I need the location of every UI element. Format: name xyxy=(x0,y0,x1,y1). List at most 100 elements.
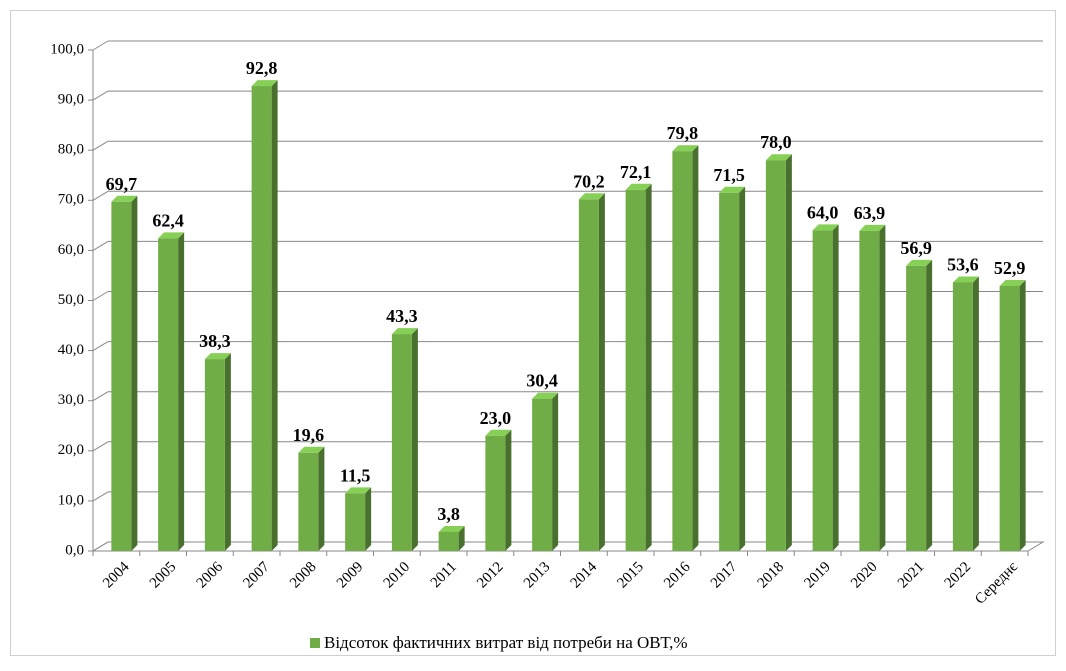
bar-side xyxy=(318,446,325,551)
grid-diagonal xyxy=(92,341,109,352)
bar-top xyxy=(391,328,418,335)
y-tick-label: 70,0 xyxy=(58,192,84,208)
bar-side xyxy=(178,232,185,551)
bar xyxy=(719,186,746,551)
grid-diagonal xyxy=(92,40,109,51)
bar-front xyxy=(485,435,506,551)
value-label: 79,8 xyxy=(667,123,699,143)
bar-front xyxy=(298,452,319,551)
bar xyxy=(812,224,839,552)
bar xyxy=(952,276,979,551)
bar-side xyxy=(1019,279,1026,551)
bar-front xyxy=(625,189,646,552)
bar-top xyxy=(812,224,839,231)
bar-top xyxy=(672,145,699,152)
bar-front xyxy=(391,334,412,551)
bar xyxy=(111,195,138,552)
value-label: 63,9 xyxy=(854,203,886,223)
grid-diagonal xyxy=(92,240,109,251)
y-tick-label: 60,0 xyxy=(58,242,84,258)
value-label: 52,9 xyxy=(994,258,1026,278)
legend-label: Відсоток фактичних витрат від потреби на… xyxy=(324,633,688,652)
bar-top xyxy=(485,429,512,436)
bar-side xyxy=(224,353,231,551)
value-label: 92,8 xyxy=(246,58,278,78)
bar-top xyxy=(952,276,979,283)
bar-top xyxy=(719,186,746,193)
value-label: 38,3 xyxy=(199,331,231,351)
bar-top xyxy=(578,193,605,200)
grid-diagonal xyxy=(92,491,109,502)
bar xyxy=(906,259,933,551)
bar-front xyxy=(251,86,272,552)
bar-top xyxy=(438,525,465,532)
bar-front xyxy=(204,359,225,551)
bar xyxy=(158,232,185,551)
bar-front xyxy=(111,201,132,552)
y-tick-label: 30,0 xyxy=(58,392,84,408)
bar-top xyxy=(298,446,325,453)
y-tick-label: 90,0 xyxy=(58,92,84,108)
value-label: 56,9 xyxy=(900,238,932,258)
bar xyxy=(532,392,559,551)
grid-diagonal xyxy=(92,140,109,151)
bar xyxy=(438,525,465,551)
bar-side xyxy=(832,224,839,552)
bar-top xyxy=(532,392,559,399)
y-tick-label: 80,0 xyxy=(58,142,84,158)
grid-diagonal xyxy=(92,90,109,101)
bar xyxy=(204,353,231,551)
bar xyxy=(485,429,512,551)
legend-swatch xyxy=(310,638,320,648)
bar-front xyxy=(672,151,693,551)
value-label: 70,2 xyxy=(573,171,605,191)
grid-diagonal xyxy=(92,441,109,452)
value-label: 72,1 xyxy=(620,162,652,182)
value-label: 64,0 xyxy=(807,202,839,222)
bar-front xyxy=(438,531,459,551)
bar-front xyxy=(158,238,179,551)
value-label: 43,3 xyxy=(386,306,418,326)
bar-front xyxy=(906,265,927,551)
grid-diagonal xyxy=(92,291,109,301)
bar-side xyxy=(552,392,559,551)
value-label: 69,7 xyxy=(106,174,138,194)
bar-front xyxy=(345,493,366,551)
bar-side xyxy=(505,429,512,551)
bar-side xyxy=(411,328,418,551)
bar-side xyxy=(972,276,979,551)
y-tick-label: 50,0 xyxy=(58,292,84,308)
bar xyxy=(251,80,278,552)
y-tick-label: 100,0 xyxy=(50,41,84,57)
y-tick-label: 0,0 xyxy=(65,542,84,558)
bar-top xyxy=(111,195,138,202)
bar-top xyxy=(251,80,278,87)
value-label: 19,6 xyxy=(293,425,325,445)
y-tick-label: 20,0 xyxy=(58,442,84,458)
value-label: 3,8 xyxy=(437,504,460,524)
bar xyxy=(765,154,792,551)
bar-front xyxy=(719,192,740,551)
bar-side xyxy=(785,154,792,551)
bar-side xyxy=(271,80,278,552)
bar-top xyxy=(906,259,933,266)
value-label: 23,0 xyxy=(480,408,512,428)
bar xyxy=(345,487,372,551)
bar xyxy=(298,446,325,551)
bar-front xyxy=(859,230,880,551)
bar-top xyxy=(158,232,185,239)
bar-top xyxy=(999,279,1026,286)
y-tick-label: 10,0 xyxy=(58,492,84,508)
bar xyxy=(391,328,418,551)
grid-diagonal xyxy=(92,190,109,201)
bar-side xyxy=(131,195,138,552)
value-label: 71,5 xyxy=(713,165,745,185)
bar xyxy=(625,183,652,552)
grid-diagonal xyxy=(92,391,109,402)
y-tick-label: 40,0 xyxy=(58,342,84,358)
floor xyxy=(91,541,1045,552)
bar-front xyxy=(578,199,599,551)
bar-top xyxy=(765,154,792,161)
